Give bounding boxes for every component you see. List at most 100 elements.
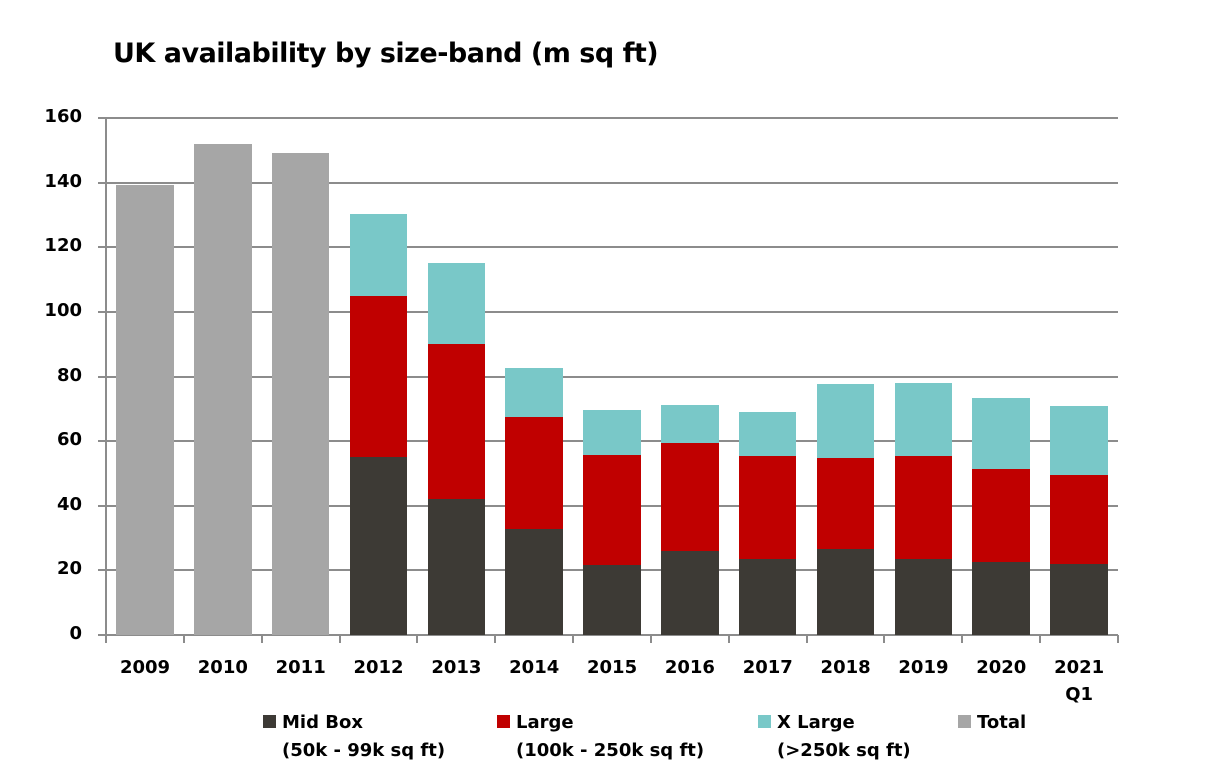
- gridline: [106, 246, 1118, 249]
- y-tick-label: 40: [56, 493, 82, 515]
- bar-segment-large: [972, 468, 1031, 562]
- legend-label: Mid Box: [282, 712, 363, 733]
- x-tick-mark: [260, 635, 263, 643]
- bar-2020: [972, 118, 1031, 635]
- y-tick-label: 140: [44, 170, 82, 192]
- bar-segment-total: [193, 144, 252, 635]
- y-tick-mark: [98, 310, 106, 313]
- bar-segment-x-large: [738, 412, 797, 456]
- x-tick-mark: [1117, 635, 1119, 643]
- y-tick-mark: [98, 181, 106, 184]
- x-tick-label: 2015: [587, 657, 638, 678]
- x-tick-label: Q1: [1065, 684, 1094, 705]
- x-tick-mark: [416, 635, 419, 643]
- x-tick-mark: [182, 635, 185, 643]
- x-tick-label: 2013: [431, 657, 482, 678]
- x-tick-label: 2018: [820, 657, 871, 678]
- bar-segment-mid-box: [972, 561, 1031, 635]
- legend-item-x-large: X Large (>250k sq ft): [758, 709, 911, 765]
- y-tick-label: 20: [56, 558, 82, 580]
- bar-segment-mid-box: [661, 550, 719, 635]
- bar-2013: [427, 118, 486, 635]
- bar-segment-large: [894, 455, 953, 559]
- x-tick-mark: [961, 635, 964, 643]
- bar-segment-large: [427, 343, 486, 499]
- bar-segment-large: [661, 443, 719, 551]
- bar-segment-mid-box: [894, 558, 953, 635]
- bar-2019: [894, 118, 953, 635]
- x-tick-mark: [1039, 635, 1042, 643]
- x-tick-mark: [494, 635, 497, 643]
- legend-label: X Large: [777, 712, 855, 733]
- legend-swatch-icon: [497, 715, 510, 728]
- bar-segment-mid-box: [349, 456, 408, 635]
- x-tick-mark: [805, 635, 808, 643]
- x-tick-mark: [105, 635, 107, 643]
- x-tick-label: 2017: [742, 657, 793, 678]
- legend-swatch-icon: [263, 715, 276, 728]
- y-tick-mark: [98, 246, 106, 249]
- y-tick-mark: [98, 569, 106, 572]
- x-tick-label: 2019: [898, 657, 949, 678]
- bar-segment-x-large: [583, 409, 641, 455]
- bar-segment-x-large: [816, 384, 875, 458]
- y-tick-label: 100: [44, 299, 82, 321]
- bar-2014: [505, 118, 563, 635]
- bar-segment-total: [271, 152, 330, 635]
- x-tick-label: 2014: [509, 657, 560, 678]
- bar-segment-mid-box: [583, 564, 641, 635]
- y-tick-mark: [98, 440, 106, 443]
- legend-sublabel: (>250k sq ft): [777, 740, 911, 761]
- gridline: [106, 310, 1118, 313]
- x-tick-mark: [649, 635, 652, 643]
- x-axis: [106, 634, 1118, 636]
- y-tick-label: 80: [56, 364, 82, 386]
- y-tick-label: 0: [69, 623, 82, 644]
- bar-segment-mid-box: [427, 498, 486, 635]
- legend-swatch-icon: [758, 715, 771, 728]
- bar-segment-x-large: [661, 404, 719, 444]
- x-tick-label: 2009: [119, 657, 171, 678]
- x-tick-label: 2011: [275, 657, 326, 678]
- bar-segment-x-large: [349, 214, 408, 296]
- bar-segment-large: [738, 455, 797, 559]
- gridline: [106, 117, 1118, 119]
- bar-2011: [271, 118, 330, 635]
- x-tick-mark: [883, 635, 886, 643]
- y-tick-label: 160: [44, 106, 82, 127]
- legend-sublabel: (50k - 99k sq ft): [282, 740, 446, 761]
- y-tick-mark: [98, 504, 106, 507]
- bar-segment-mid-box: [1050, 563, 1108, 635]
- bar-segment-x-large: [427, 262, 486, 344]
- x-tick-mark: [727, 635, 730, 643]
- x-tick-label: 2016: [664, 657, 715, 678]
- legend-item-total: Total: [958, 709, 1026, 737]
- bar-segment-large: [583, 454, 641, 565]
- bar-segment-large: [349, 295, 408, 457]
- bar-segment-large: [816, 457, 875, 549]
- legend-item-mid-box: Mid Box (50k - 99k sq ft): [263, 709, 445, 765]
- chart-title: UK availability by size-band (m sq ft): [113, 38, 659, 69]
- x-tick-label: 2021: [1054, 657, 1105, 678]
- bar-2009: [116, 118, 174, 635]
- y-tick-label: 120: [44, 235, 82, 257]
- bar-segment-mid-box: [505, 529, 563, 635]
- bar-2012: [349, 118, 408, 635]
- bar-2010: [193, 118, 252, 635]
- bar-2017: [738, 118, 797, 635]
- bar-segment-large: [505, 416, 563, 529]
- legend-swatch-icon: [958, 715, 971, 728]
- y-tick-mark: [98, 634, 106, 636]
- x-tick-label: 2012: [353, 657, 404, 678]
- bar-segment-x-large: [505, 367, 563, 417]
- bar-segment-x-large: [972, 398, 1031, 469]
- bar-segment-mid-box: [738, 558, 797, 635]
- y-tick-mark: [98, 117, 106, 119]
- bar-2015: [583, 118, 641, 635]
- gridline: [106, 181, 1118, 184]
- bar-segment-large: [1050, 475, 1108, 564]
- gridline: [106, 375, 1118, 378]
- bar-segment-x-large: [1050, 405, 1108, 476]
- legend-label: Large: [516, 712, 574, 733]
- x-tick-mark: [572, 635, 575, 643]
